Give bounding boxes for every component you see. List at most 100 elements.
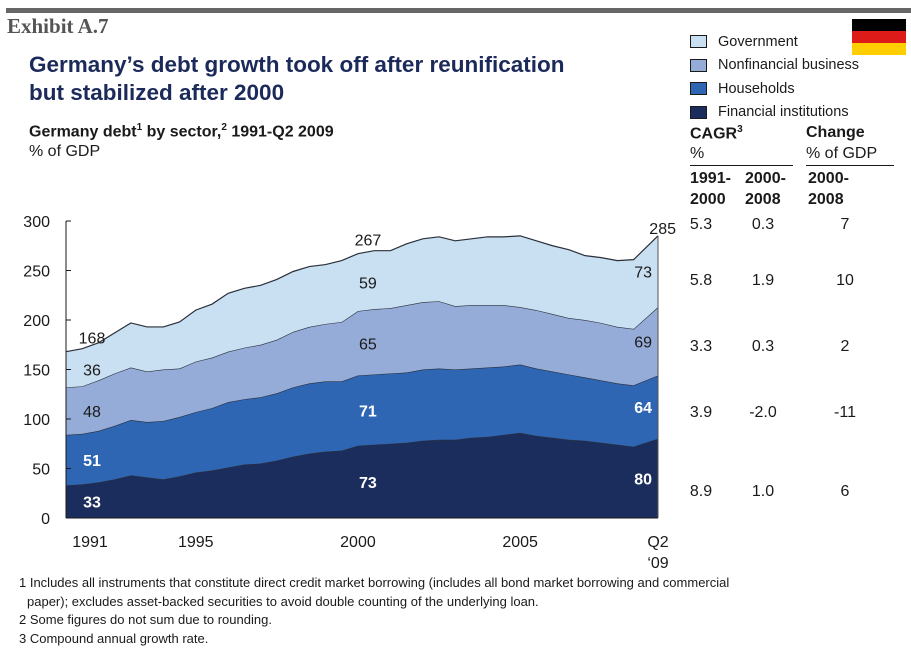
x-tick-label: Q2 — [647, 534, 668, 551]
footnote-ref-1: 1 — [136, 122, 143, 133]
cell-cagr-1991-2000: 8.9 — [689, 483, 713, 500]
area-financial-institutions — [66, 432, 658, 518]
cell-cagr-1991-2000: 5.3 — [689, 216, 713, 233]
cell-cagr-2000-2008: 0.3 — [751, 216, 775, 233]
col-header-cagr-2000-2008: 2000- 2008 — [745, 168, 786, 210]
col-header-line: 2000- — [745, 170, 786, 187]
legend-item-government: Government — [690, 30, 859, 54]
flag-stripe-red — [852, 31, 906, 43]
data-label-households: 51 — [83, 453, 101, 470]
footnote-3: 3 Compound annual growth rate. — [19, 630, 209, 646]
subtitle-text: 1991-Q2 2009 — [226, 123, 334, 141]
data-label-nonfinancial-business: 65 — [359, 336, 377, 353]
legend-swatch — [690, 105, 707, 119]
cell-cagr-1991-2000: 3.3 — [689, 338, 713, 355]
cell-cagr-2000-2008: 0.3 — [751, 338, 775, 355]
legend: Government Nonfinancial business Househo… — [690, 30, 859, 124]
data-label-government: 73 — [634, 264, 652, 281]
cell-change-2000-2008: 10 — [836, 272, 854, 289]
axes: 0 50 100 150 200 250 300 1991 1995 2000 2005 Q2 ‘09 — [23, 214, 668, 572]
footnotes: 1 Includes all instruments that constitu… — [19, 574, 899, 648]
y-tick-label: 300 — [23, 214, 50, 231]
cagr-title: CAGR — [690, 125, 738, 143]
legend-swatch — [690, 35, 707, 49]
flag-stripe-black — [852, 19, 906, 31]
subtitle-text: by sector, — [142, 123, 222, 141]
top-rule — [6, 8, 911, 13]
cell-cagr-1991-2000: 3.9 — [689, 404, 713, 421]
title-line-2: but stabilized after 2000 — [29, 80, 285, 105]
change-unit: % of GDP — [806, 145, 894, 166]
cell-change-2000-2008: 6 — [840, 483, 850, 500]
data-label-financial-institutions: 33 — [83, 495, 101, 512]
legend-label: Government — [718, 33, 798, 50]
footnote-2: 2 Some figures do not sum due to roundin… — [19, 612, 272, 627]
cell-change-2000-2008: 7 — [840, 216, 850, 233]
legend-item-households: Households — [690, 77, 859, 101]
footnote-ref-2: 2 — [221, 122, 227, 133]
exhibit-label: Exhibit A.7 — [7, 14, 109, 38]
area-households — [66, 364, 658, 486]
change-header: Change — [806, 124, 865, 141]
col-header-line: 2008 — [808, 191, 844, 208]
area-layers — [65, 235, 659, 518]
data-label-total: 267 — [355, 233, 382, 250]
x-tick-label: 2000 — [340, 534, 376, 551]
area-government — [66, 235, 658, 388]
y-tick-label: 250 — [23, 264, 50, 281]
data-label-total: 168 — [79, 331, 106, 348]
legend-item-nonfinancial-business: Nonfinancial business — [690, 54, 859, 78]
germany-flag-icon — [852, 19, 906, 55]
footnote-1-continued: paper); excludes asset-backed securities… — [27, 593, 539, 609]
legend-swatch — [690, 82, 707, 96]
data-label-households: 71 — [359, 404, 377, 421]
data-label-total: 285 — [649, 221, 676, 238]
x-tick-label: 1991 — [72, 534, 108, 551]
y-tick-label: 150 — [23, 363, 50, 380]
data-label-government: 36 — [83, 363, 101, 380]
data-label-financial-institutions: 73 — [359, 475, 377, 492]
unit-label: % of GDP — [29, 143, 101, 160]
x-tick-label: 2005 — [502, 534, 538, 551]
cell-cagr-2000-2008: -2.0 — [749, 404, 777, 421]
cell-cagr-2000-2008: 1.0 — [751, 483, 775, 500]
y-tick-label: 0 — [41, 511, 50, 528]
data-label-nonfinancial-business: 69 — [634, 334, 652, 351]
col-header-line: 1991- — [690, 170, 731, 187]
y-tick-label: 100 — [23, 412, 50, 429]
legend-label: Households — [718, 80, 795, 97]
legend-swatch — [690, 58, 707, 72]
cell-change-2000-2008: 2 — [840, 338, 850, 355]
y-tick-label: 200 — [23, 313, 50, 330]
col-header-line: 2008 — [745, 191, 781, 208]
col-header-line: 2000 — [690, 191, 726, 208]
cell-cagr-2000-2008: 1.9 — [751, 272, 775, 289]
legend-label: Financial institutions — [718, 104, 849, 121]
data-labels: 33 51 48 36 168 73 71 65 59 267 80 64 69 73 285 — [79, 221, 676, 512]
col-header-line: 2000- — [808, 170, 849, 187]
chart-subtitle: Germany debt1 by sector,2 1991-Q2 2009 — [29, 122, 334, 141]
subtitle-text: Germany debt — [29, 123, 137, 141]
data-label-households: 64 — [634, 400, 652, 417]
col-header-cagr-1991-2000: 1991- 2000 — [690, 168, 731, 210]
col-header-change-2000-2008: 2000- 2008 — [808, 168, 849, 210]
data-label-nonfinancial-business: 48 — [83, 404, 101, 421]
boundary-government — [65, 235, 659, 353]
cell-change-2000-2008: -11 — [834, 404, 856, 421]
cell-cagr-1991-2000: 5.8 — [689, 272, 713, 289]
chart-title: Germany’s debt growth took off after reu… — [29, 51, 649, 107]
area-nonfinancial-business — [66, 301, 658, 435]
data-label-financial-institutions: 80 — [634, 471, 652, 488]
data-label-government: 59 — [359, 275, 377, 292]
footnote-ref-3: 3 — [737, 124, 743, 135]
legend-item-financial-institutions: Financial institutions — [690, 101, 859, 125]
legend-label: Nonfinancial business — [718, 57, 860, 74]
cagr-unit: % — [690, 145, 793, 166]
x-tick-label: 1995 — [178, 534, 214, 551]
footnote-1: 1 Includes all instruments that constitu… — [19, 575, 730, 590]
title-line-1: Germany’s debt growth took off after reu… — [29, 52, 565, 77]
x-tick-label: ‘09 — [647, 555, 668, 572]
cagr-header: CAGR3 — [690, 124, 743, 143]
y-tick-label: 50 — [32, 462, 50, 479]
